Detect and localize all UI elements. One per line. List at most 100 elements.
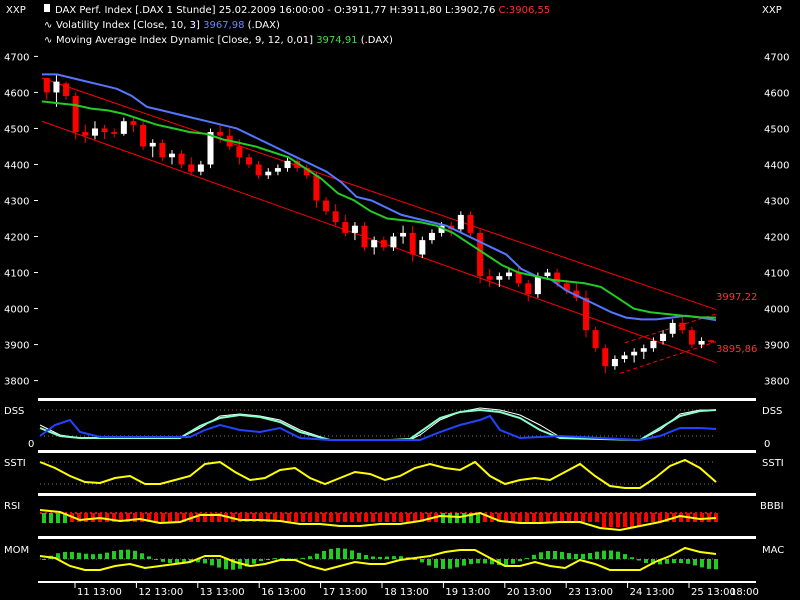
mom-bar [196,559,200,563]
rsi-bar [574,513,578,522]
candle-body [351,225,358,233]
mom-bar [77,552,81,559]
candle-body [120,121,127,134]
mom-bar [623,554,627,559]
channel-lower-label: 3895,86 [716,344,757,355]
time-tick-label: 13:00 [461,587,490,598]
rsi-bar [553,513,557,522]
rsi-bar [308,513,312,522]
mom-bar [546,550,550,559]
mom-bar [413,559,417,560]
price-tick-left: 4400 [4,160,29,171]
mom-bar [539,552,543,559]
candle-body [111,132,118,134]
rsi-bar [420,513,424,522]
mom-bar [154,559,158,560]
rsi-bar [602,513,606,527]
price-tick-right: 4700 [764,52,789,63]
rsi-bar [609,513,613,527]
rsi-bar [567,513,571,522]
price-tick-right: 4300 [764,196,789,207]
candle-body [63,83,70,97]
ssti-label-right: SSTI [762,458,784,469]
candle-body [53,81,60,93]
rsi-bar [665,513,669,522]
price-tick-left: 3800 [4,377,29,388]
rsi-bar [504,513,508,522]
mom-bar [168,559,172,564]
rsi-bar [518,513,522,522]
header-line1-close: C:3906,55 [499,5,551,16]
dss-label-left: DSS [4,406,24,417]
candle-body [130,121,137,125]
candle-body [679,322,686,331]
candle-body [294,160,301,169]
candle-body [438,225,445,233]
rsi-line [39,509,717,532]
ssti-panel: SSTI SSTI [4,458,784,489]
day-tick-label: 18 [384,587,397,598]
price-tick-right: 4200 [764,233,789,244]
rsi-bar [357,513,361,522]
candle-body [409,232,416,255]
rsi-bar [392,513,396,522]
candle-body [323,200,330,212]
candle-body [91,128,98,136]
channel-upper-line [41,77,717,311]
mom-bar [532,554,536,559]
rsi-bar [371,513,375,522]
mom-bar [322,550,326,559]
rsi-bar [287,513,291,522]
rsi-bar [658,513,662,522]
moving-average-legend-icon: ∿ [44,35,52,46]
mom-bar [693,559,697,566]
candle-body [419,240,426,255]
mom-bar [119,549,123,559]
day-tick-label: 20 [507,587,520,598]
channel-short-lower [619,341,717,374]
mom-bar [112,551,116,559]
dss-label-right: DSS [762,406,782,417]
price-tick-left: 4200 [4,233,29,244]
price-tick-right: 4400 [764,160,789,171]
mom-bar [210,559,214,566]
rsi-label-right: BBBI [760,501,784,512]
mom-bar [70,551,74,559]
header-line-2: Volatility Index [Close, 10, 3] 3967,98 … [56,20,280,31]
mom-bar [469,559,473,565]
candle-body [255,164,262,176]
rsi-bar [560,513,564,522]
rsi-bar [427,513,431,522]
candle-body [688,330,695,345]
mom-bar [182,559,186,563]
price-tick-left: 4300 [4,196,29,207]
rsi-bar [546,513,550,522]
rsi-bar [77,513,81,522]
moving-average-value: 3974,91 [316,35,357,46]
mom-bar [651,559,655,565]
price-tick-right: 4100 [764,269,789,280]
separator-dss [38,450,756,453]
candle-body [708,340,715,343]
candle-body [140,124,147,147]
candle-body [82,132,89,136]
mom-bar [385,556,389,559]
rsi-bar [252,513,256,522]
rsi-bar [280,513,284,522]
candle-body [101,128,108,133]
header-line-3: Moving Average Index Dynamic [Close, 9, … [56,35,393,46]
price-tick-right: 4000 [764,305,789,316]
rsi-bar [350,513,354,522]
mom-bar [371,556,375,559]
candle-body [602,348,609,367]
candle-body [486,276,493,280]
time-tick-label: 13:00 [277,587,306,598]
rsi-bar [315,513,319,522]
rsi-bar [595,513,599,522]
mom-bar [126,549,130,559]
rsi-bar [448,513,452,523]
mom-bar [399,556,403,559]
mom-bar [329,548,333,559]
day-tick-label: 19 [445,587,458,598]
rsi-bar [399,513,403,522]
